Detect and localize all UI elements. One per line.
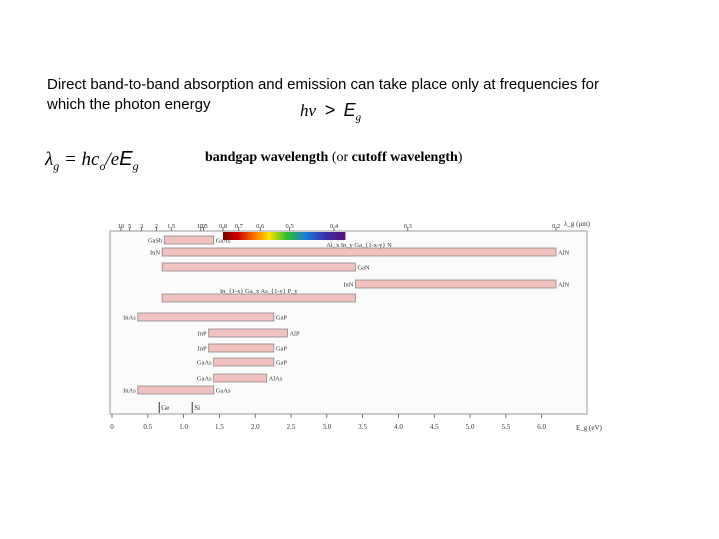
top-tick-label: 0.5 [286, 223, 294, 230]
top-tick-label: 0.5 [200, 223, 208, 230]
ineq-op: > [324, 100, 336, 120]
x-tick-label: 3.0 [322, 423, 331, 431]
bandgap-bar [137, 385, 215, 395]
bar-left-label: InN [343, 282, 353, 289]
intro-line-2: which the photon energy [47, 96, 211, 113]
ineq-lhs: hν [300, 101, 317, 120]
ineq-sub: g [355, 111, 362, 124]
formula-lhs: λ [45, 149, 54, 170]
top-tick-label: 10 [118, 223, 125, 230]
bar-right-label: GaP [276, 315, 288, 322]
top-tick-label: 0.6 [256, 223, 265, 230]
bar-left-label: InAs [123, 388, 136, 395]
x-tick-label: 1.5 [215, 423, 224, 431]
top-tick-label: 5 [128, 223, 131, 230]
bandgap-bar [137, 312, 275, 322]
bar-right-label: GaAs [216, 238, 231, 245]
formula-caption: bandgap wavelength (or cutoff wavelength… [205, 150, 462, 166]
x-tick-label: 5.5 [501, 423, 510, 431]
top-tick-label: 0.2 [552, 223, 560, 230]
bar-right-label: AlAs [269, 376, 283, 383]
visible-spectrum-bar [223, 232, 346, 240]
bandgap-bar [355, 279, 557, 289]
x-axis-label: E_g (eV) [576, 424, 603, 432]
bandgap-bar [213, 373, 268, 383]
x-tick-label: 5.0 [466, 423, 475, 431]
formula-lhs-sub: g [53, 158, 60, 173]
caption-strong-1: bandgap wavelength [205, 150, 329, 165]
formula-mid2: /e [105, 149, 120, 170]
bar-right-label: AlN [558, 282, 570, 289]
photon-energy-inequality: hν > Eg [300, 100, 361, 123]
bar-left-label: InAs [123, 315, 136, 322]
bandgap-bar [163, 235, 215, 245]
x-tick-label: 6.0 [537, 423, 546, 431]
bar-left-label: InP [198, 346, 207, 353]
top-tick-label: 1.5 [167, 223, 175, 230]
x-tick-label: 2.5 [287, 423, 296, 431]
intro-paragraph: Direct band-to-band absorption and emiss… [47, 75, 697, 115]
x-tick-label: 0.5 [143, 423, 152, 431]
top-axis-label: λ_g (μm) [564, 220, 591, 228]
caption-close: ) [457, 150, 463, 165]
top-tick-label: 3 [140, 223, 143, 230]
bar-right-label: GaAs [216, 388, 231, 395]
bandgap-bar [161, 247, 557, 257]
top-tick-label: 0.4 [330, 223, 339, 230]
bar-right-label: GaN [357, 265, 370, 272]
formula-rhs: E [119, 148, 133, 170]
ineq-rhs: E [343, 100, 356, 120]
caption-plain: (or [328, 150, 352, 165]
bandgap-bar [161, 293, 356, 303]
bandgap-wavelength-formula: λg = hco/eEg [45, 148, 139, 174]
bar-right-label: AlN [558, 250, 570, 257]
bandgap-bar [208, 328, 288, 338]
bar-right-label: AlP [289, 331, 300, 338]
chart-frame [109, 230, 588, 415]
bar-left-label: GaAs [197, 376, 212, 383]
bar-left-label: GaSb [148, 238, 162, 245]
x-tick-label: 4.5 [430, 423, 439, 431]
bandgap-bar [161, 262, 356, 272]
bar-left-label: InP [198, 331, 207, 338]
formula-mid: = hc [59, 149, 100, 170]
formula-mid-sub: o [99, 158, 106, 173]
top-tick-label: 0.3 [404, 223, 412, 230]
alloy-label: Al_x In_y Ga_{1-x-y} N [326, 242, 392, 249]
bandgap-bar [208, 343, 275, 353]
bar-right-label: GaP [276, 346, 288, 353]
x-tick-label: 4.0 [394, 423, 403, 431]
material-marker-label: Ge [161, 404, 169, 412]
alloy-label: In_{1-x} Ga_x As_{1-y} P_y [220, 288, 298, 295]
x-tick-label: 0 [110, 423, 114, 431]
bar-left-label: InN [150, 250, 160, 257]
top-tick-label: 1.0 [197, 223, 205, 230]
formula-rhs-sub: g [132, 158, 139, 173]
bandgap-bar [213, 357, 275, 367]
bar-left-label: GaAs [197, 360, 212, 367]
bar-right-label: GaP [276, 360, 288, 367]
x-tick-label: 1.0 [179, 423, 188, 431]
caption-strong-2: cutoff wavelength [351, 150, 458, 165]
intro-line-1: Direct band-to-band absorption and emiss… [47, 76, 599, 93]
x-tick-label: 2.0 [251, 423, 260, 431]
top-tick-label: 0.8 [219, 223, 227, 230]
x-tick-label: 3.5 [358, 423, 367, 431]
material-marker-label: Si [194, 404, 200, 412]
top-tick-label: 2 [155, 223, 158, 230]
top-tick-label: 0.7 [235, 223, 244, 230]
